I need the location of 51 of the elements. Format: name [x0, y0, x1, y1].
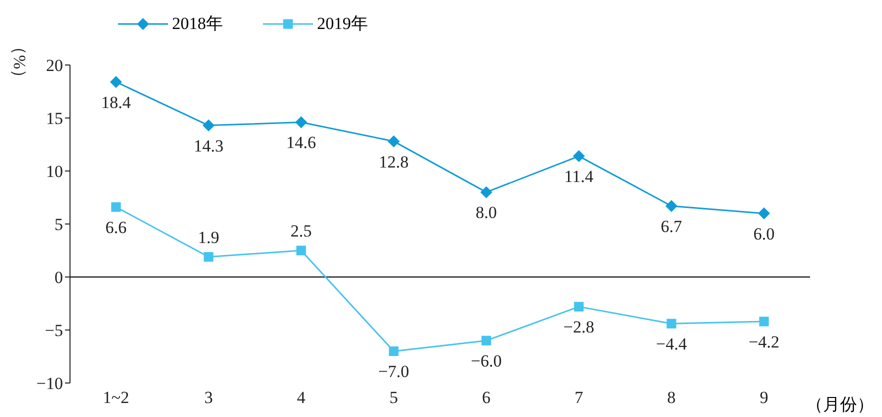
point — [480, 186, 492, 198]
data-label: 2.5 — [290, 222, 312, 240]
point — [572, 150, 585, 162]
y-axis-title: （%） — [10, 38, 29, 86]
data-label: 1.9 — [198, 228, 220, 247]
point — [574, 302, 584, 312]
x-tick-label: 4 — [296, 388, 306, 408]
x-tick-label: 3 — [204, 388, 213, 408]
y-tick-label: 15 — [46, 109, 63, 128]
y-tick-label: 5 — [54, 215, 63, 234]
y-tick-label: 20 — [46, 56, 63, 76]
y-tick-label: −10 — [36, 374, 63, 394]
point — [111, 202, 121, 212]
y-tick-label: 0 — [54, 268, 63, 288]
x-tick-label: 8 — [667, 388, 676, 408]
x-tick-label: 5 — [389, 388, 398, 408]
point — [110, 76, 122, 88]
data-label: 6.0 — [753, 224, 775, 244]
data-label: 14.3 — [194, 136, 224, 156]
point — [295, 116, 308, 128]
data-label: −6.0 — [470, 352, 502, 371]
point — [759, 316, 769, 326]
data-label: 18.4 — [101, 92, 132, 112]
point — [202, 119, 215, 132]
point — [758, 207, 770, 220]
data-label: 8.0 — [476, 203, 497, 222]
x-axis-title: （月份） — [806, 394, 874, 416]
point — [204, 252, 214, 262]
point — [481, 336, 492, 346]
data-label: −4.4 — [656, 334, 688, 354]
point — [388, 135, 400, 148]
y-tick-label: 10 — [46, 162, 63, 182]
x-tick-label: 9 — [760, 388, 768, 408]
data-label: 6.7 — [660, 216, 683, 236]
point — [665, 200, 678, 212]
data-label: 11.4 — [564, 167, 594, 186]
legend-label: 2019年 — [317, 13, 368, 35]
data-label: 14.6 — [286, 133, 316, 152]
data-label: −2.8 — [563, 318, 594, 337]
point — [296, 246, 306, 256]
y-tick-label: −5 — [44, 321, 63, 340]
data-label: −7.0 — [378, 362, 410, 382]
x-tick-label: 1~2 — [102, 388, 130, 408]
data-label: −4.2 — [748, 332, 780, 352]
point — [388, 346, 399, 356]
point — [666, 318, 676, 328]
x-tick-label: 7 — [574, 388, 584, 408]
x-tick-label: 6 — [482, 388, 491, 408]
legend-label: 2018年 — [172, 13, 223, 35]
data-label: 6.6 — [105, 218, 127, 238]
data-label: 12.8 — [378, 152, 409, 172]
